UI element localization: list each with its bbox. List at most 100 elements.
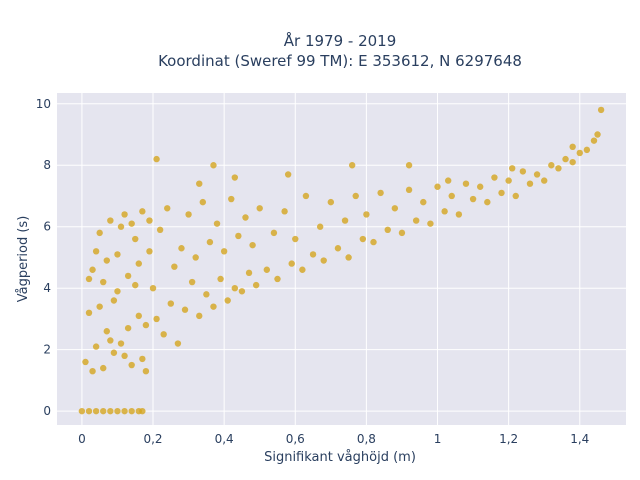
data-point xyxy=(139,208,146,215)
data-point xyxy=(139,355,146,363)
x-tick-label: 0,8 xyxy=(357,432,376,446)
x-tick-label: 0,6 xyxy=(286,432,305,446)
data-point xyxy=(149,285,157,292)
chart-title-line-1: År 1979 - 2019 xyxy=(284,31,397,50)
chart-title-line-2: Koordinat (Sweref 99 TM): E 353612, N 62… xyxy=(158,52,522,70)
data-point xyxy=(146,217,153,224)
data-point xyxy=(348,162,356,169)
x-tick-label: 0 xyxy=(78,432,86,446)
data-point xyxy=(167,300,174,307)
data-point xyxy=(107,337,114,344)
data-point xyxy=(359,235,367,243)
data-point xyxy=(217,275,224,283)
data-point xyxy=(281,208,288,215)
data-point xyxy=(434,183,441,190)
data-point xyxy=(309,251,317,258)
y-tick-label: 2 xyxy=(43,343,51,357)
data-point xyxy=(597,106,605,114)
x-tick-label: 1 xyxy=(434,432,442,446)
data-point xyxy=(441,208,448,215)
data-point xyxy=(100,278,107,286)
grid-lines xyxy=(57,93,626,425)
data-point xyxy=(142,321,150,329)
data-point xyxy=(476,183,484,190)
data-point xyxy=(345,254,352,261)
data-point xyxy=(484,198,491,206)
data-point xyxy=(231,174,239,181)
data-point xyxy=(284,171,292,178)
data-point xyxy=(533,171,541,178)
data-point xyxy=(562,155,569,163)
data-point xyxy=(519,168,527,175)
data-point xyxy=(370,238,377,246)
data-point xyxy=(228,195,235,203)
data-point xyxy=(292,235,299,243)
data-point xyxy=(128,220,135,227)
data-point xyxy=(405,186,413,194)
data-point xyxy=(242,214,249,221)
data-point xyxy=(469,195,477,203)
data-point xyxy=(110,349,118,356)
y-tick-label: 6 xyxy=(43,220,51,234)
data-point xyxy=(121,352,128,360)
data-point xyxy=(427,220,434,227)
data-point xyxy=(199,198,207,206)
data-point xyxy=(85,275,93,283)
data-point xyxy=(512,192,519,200)
y-tick-label: 8 xyxy=(43,158,51,172)
data-point xyxy=(188,278,196,286)
data-point xyxy=(89,266,96,273)
data-point xyxy=(124,324,132,332)
data-point xyxy=(92,343,100,350)
data-point xyxy=(316,223,324,230)
data-point xyxy=(238,288,246,295)
data-point xyxy=(288,260,295,267)
data-point xyxy=(203,291,210,298)
data-point xyxy=(263,266,271,273)
data-point xyxy=(128,361,135,369)
plot-area xyxy=(57,93,626,425)
data-point xyxy=(569,158,576,166)
data-point xyxy=(135,260,142,267)
data-point xyxy=(206,238,214,246)
data-point xyxy=(299,266,306,273)
data-point xyxy=(100,364,107,372)
data-point xyxy=(548,162,555,169)
data-point xyxy=(594,131,601,138)
data-point xyxy=(110,297,118,304)
data-point xyxy=(117,340,125,347)
data-point xyxy=(85,407,93,415)
data-point xyxy=(117,223,125,230)
data-point xyxy=(78,407,86,415)
data-point xyxy=(526,180,534,187)
data-point xyxy=(398,229,406,237)
data-point xyxy=(156,226,164,233)
data-point xyxy=(412,217,420,224)
data-point xyxy=(160,331,167,338)
data-point xyxy=(352,192,359,200)
data-point xyxy=(153,315,160,323)
data-point xyxy=(235,232,242,240)
data-point xyxy=(320,257,327,264)
data-point xyxy=(231,285,239,292)
data-point xyxy=(121,211,128,218)
data-point xyxy=(462,180,470,187)
data-point xyxy=(185,211,192,218)
data-point xyxy=(164,205,171,212)
data-point xyxy=(384,226,391,233)
scatter-points xyxy=(78,106,605,415)
data-point xyxy=(178,245,185,252)
data-point xyxy=(128,407,135,415)
data-point xyxy=(391,205,399,212)
data-point xyxy=(252,281,260,289)
data-point xyxy=(85,309,93,316)
data-point xyxy=(103,257,110,264)
data-point xyxy=(444,177,452,184)
data-point xyxy=(210,162,217,169)
data-point xyxy=(448,192,455,200)
data-point xyxy=(82,358,89,366)
y-axis-title: Vågperiod (s) xyxy=(16,216,31,303)
data-point xyxy=(100,407,107,415)
data-point xyxy=(576,149,583,157)
